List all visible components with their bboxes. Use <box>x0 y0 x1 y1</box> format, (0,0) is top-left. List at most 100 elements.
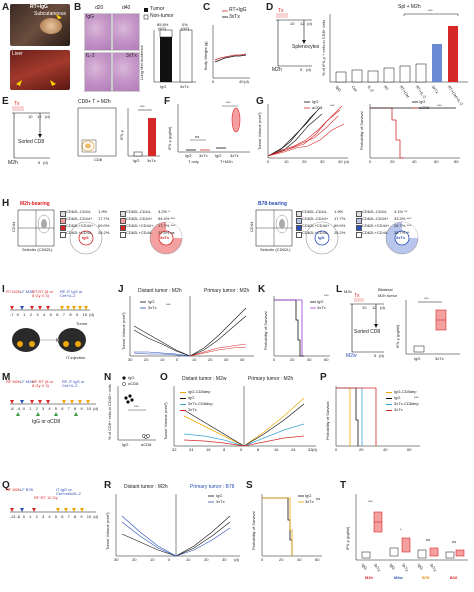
group-label: 3xTx <box>372 562 382 573</box>
bar-cat-igg: IgG <box>160 84 167 89</box>
legend-swatch <box>296 224 302 231</box>
gate-label: CD62L-CD44- <box>66 209 92 214</box>
y-axis-label: Tumor Volume (mm³) <box>257 112 262 150</box>
timeline-tick: 3 <box>36 312 39 317</box>
legend-3xtx: 3xTx <box>305 499 314 504</box>
x-axis-unit: (d) <box>344 159 349 164</box>
gate-pct-igg: 69.0% <box>334 223 346 228</box>
x-tick: 0 <box>240 447 243 452</box>
x-tick: 20 <box>390 159 395 164</box>
legend-swatch <box>296 231 302 238</box>
group-label: IgG <box>416 562 425 571</box>
survival-chart-g <box>369 101 460 159</box>
panel-label-g: G <box>256 96 264 107</box>
tumor-growth-line <box>267 113 323 157</box>
timeline-tick: 8 <box>74 406 77 411</box>
x-tick: 10 <box>160 357 165 362</box>
tumor-growth-line <box>183 439 245 447</box>
tumor-growth-line <box>133 329 191 357</box>
timeline-diagram <box>12 106 50 159</box>
gate-label: CD62L+CD44+ <box>362 223 390 228</box>
group-label: IgG <box>388 562 397 571</box>
bar-rt <box>383 67 395 83</box>
bar-cet <box>351 69 363 83</box>
legend-entry: 3xTx-CD8dep <box>394 401 419 406</box>
bar-il-2 <box>367 70 379 83</box>
x-tick: 40 <box>338 159 343 164</box>
group-title: M2h <box>365 575 373 580</box>
chart-title-primary: Primary tumor : M2h <box>248 376 294 382</box>
legend-swatch <box>356 210 362 217</box>
y-axis-label: % of CD8+ cells in CD45+ cells <box>107 384 112 440</box>
timeline-label: RT-RT (8 or 8 Gy X 3) <box>32 289 53 298</box>
x-tick: 32 <box>172 447 177 452</box>
timeline-tick: 2 <box>29 312 33 317</box>
tick-12: 12 <box>37 114 42 119</box>
x-tick: 20 <box>144 357 149 362</box>
bar-igg <box>335 71 347 83</box>
legend-acd8: αCD8 <box>419 105 430 110</box>
legend-3xtx: 3xTx <box>148 305 157 310</box>
gate-pct-igg: 17.7% <box>334 216 346 221</box>
col-label-d20: d20 <box>95 5 104 11</box>
significance-ns: ns <box>426 537 431 542</box>
x-tick: 0 <box>335 447 338 452</box>
group-label: IgG <box>185 153 192 158</box>
tick-12: 12 <box>300 21 305 26</box>
tumor-growth-line <box>121 521 177 557</box>
timeline-tick: 6 <box>61 514 64 519</box>
bar-cat-3xtx: 3xTx <box>147 158 156 163</box>
significance-marker: *** <box>437 103 442 108</box>
x-tick: 60 <box>324 357 329 362</box>
timeline-label: LF M2h <box>20 289 34 294</box>
gate-label: CD62L+CD44- <box>302 230 329 235</box>
x-tick: 0 <box>273 357 276 362</box>
x-axis-label: Selectin (CD62L) <box>22 247 53 252</box>
panel-label-l: L <box>336 284 343 295</box>
legend-tumor: Tumor <box>150 6 165 12</box>
x-tick: 8 <box>257 447 260 452</box>
x-tick: 10 <box>284 159 289 164</box>
histology-tile <box>84 13 112 51</box>
x-tick: 0 <box>168 557 171 562</box>
tumor-growth-line <box>175 527 231 557</box>
bar-category-label: RT+Cet+IL-2 <box>446 84 465 107</box>
bar-pct-3xtx: 0% <box>182 22 188 27</box>
cat-label: IgG <box>122 442 129 447</box>
x-tick: 20 <box>279 557 284 562</box>
x-tick: 20 <box>359 447 364 452</box>
legend-entry: IgG <box>394 395 401 400</box>
x-tick: 0 <box>261 557 264 562</box>
bar-category-label: Cet <box>350 84 359 93</box>
tumor-growth-line <box>189 315 247 357</box>
donut-inner-label: IgG <box>82 235 89 240</box>
chart-title-distant: Distant tumor : M2h <box>124 484 168 490</box>
panel-label-c: C <box>203 2 211 13</box>
group-title: T+M2h <box>220 159 233 164</box>
y-axis-label: Tumor Volume (mm³) <box>163 402 168 440</box>
timeline-tick: (d) <box>93 406 99 411</box>
timeline-tick: -8 <box>16 514 20 519</box>
y-axis-label: Probability of Survival <box>325 401 330 440</box>
tumor-growth-line <box>183 433 245 447</box>
splenocytes-label: Splenocytes <box>292 44 320 50</box>
box-plot-t <box>355 494 468 561</box>
bar-category-label: RT+Cet <box>398 84 411 99</box>
tumor-growth-line <box>243 423 305 447</box>
panel-label-n: N <box>104 372 112 383</box>
panel-label-p: P <box>320 372 327 383</box>
tumor-growth-line <box>189 346 247 357</box>
x-tick: 30 <box>222 557 227 562</box>
legend-swatch <box>180 398 186 399</box>
tumor-growth-line <box>183 409 245 447</box>
mirror-tumor-chart-o <box>173 386 316 447</box>
y-axis-label: Body Weight (g) <box>203 41 208 70</box>
y-axis-label: IFN-γ (pg/ml) <box>167 126 172 150</box>
gate-label: CD62L-CD44- <box>362 209 388 214</box>
ifng-bar-chart-e <box>127 108 160 157</box>
x-tick: 20 <box>302 159 307 164</box>
chart-title-primary: Primary tumor : B78 <box>190 484 235 490</box>
bar-category-label: RT+IL-2 <box>414 84 428 100</box>
significance-marker: *** <box>368 499 373 504</box>
donut-inner-label: 3xTx <box>160 235 170 240</box>
